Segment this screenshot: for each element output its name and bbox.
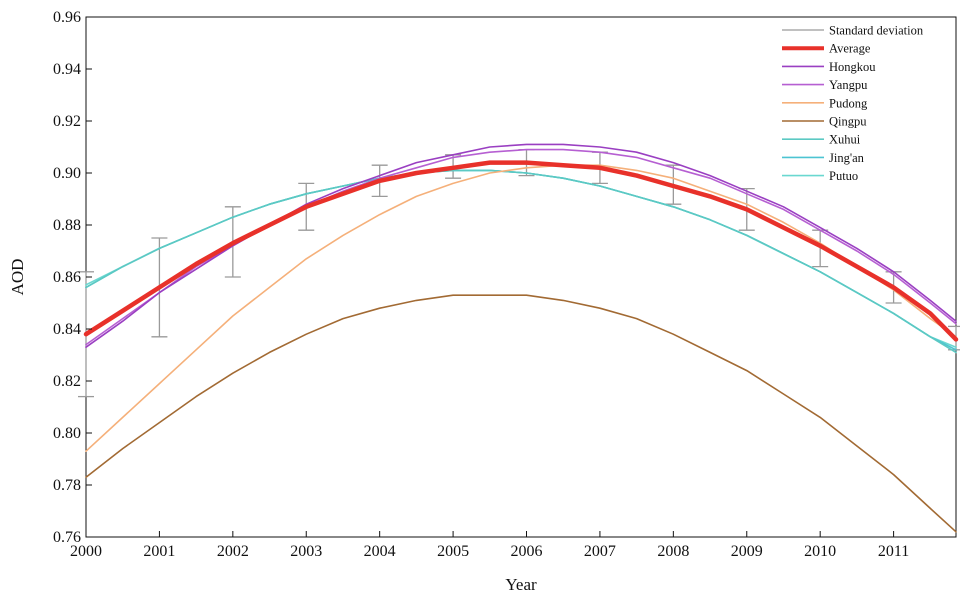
y-tick-label: 0.88 [53,217,81,234]
x-tick-label: 2003 [290,543,322,560]
x-tick-label: 2000 [70,543,102,560]
y-tick-label: 0.96 [53,9,81,26]
legend-label: Standard deviation [829,24,924,38]
legend-item: Standard deviation [782,24,924,38]
legend-label: Putuo [829,169,858,183]
legend-item: Jing'an [782,151,865,165]
y-tick-label: 0.84 [53,321,81,338]
x-axis-title: Year [505,575,537,594]
legend-label: Pudong [829,96,868,110]
legend-item: Average [782,42,871,56]
legend-item: Hongkou [782,60,876,74]
series-line-qingpu [85,294,957,533]
legend-label: Yangpu [829,78,868,92]
plot-area [85,16,957,538]
legend-label: Jing'an [829,151,865,165]
series-line-average [83,160,959,342]
legend-label: Qingpu [829,115,867,129]
y-tick-label: 0.76 [53,529,81,546]
x-tick-label: 2001 [143,543,175,560]
series-line-hongkou [85,143,957,349]
x-tick-label: 2007 [584,543,616,560]
x-tick-label: 2009 [731,543,763,560]
x-tick-label: 2006 [511,543,543,560]
y-tick-label: 0.94 [53,61,81,78]
x-tick-label: 2005 [437,543,469,560]
x-tick-label: 2002 [217,543,249,560]
y-tick-label: 0.82 [53,373,81,390]
x-tick-label: 2008 [657,543,689,560]
y-tick-label: 0.78 [53,477,81,494]
series-lines [83,143,959,533]
legend-label: Hongkou [829,60,876,74]
legend-item: Putuo [782,169,858,183]
axis-ticks: 0.76 0.78 0.80 0.82 0.84 0.86 0.88 0.90 0.92 0.94… [53,9,909,560]
legend: Standard deviation Average Hongkou Yangpu Pu… [782,24,924,183]
x-tick-label: 2010 [804,543,836,560]
legend-label: Average [829,42,871,56]
legend-label: Xuhui [829,133,861,147]
x-tick-label: 2004 [364,543,396,560]
y-tick-label: 0.80 [53,425,81,442]
series-line-xuhui [85,169,957,354]
y-tick-label: 0.90 [53,165,81,182]
x-tick-label: 2011 [878,543,909,560]
y-axis-title: AOD [8,259,27,296]
y-tick-label: 0.92 [53,113,81,130]
legend-item: Xuhui [782,133,861,147]
legend-item: Yangpu [782,78,868,92]
y-tick-label: 0.86 [53,269,81,286]
legend-item: Pudong [782,96,868,110]
series-line-pudong [85,164,957,453]
legend-item: Qingpu [782,115,867,129]
